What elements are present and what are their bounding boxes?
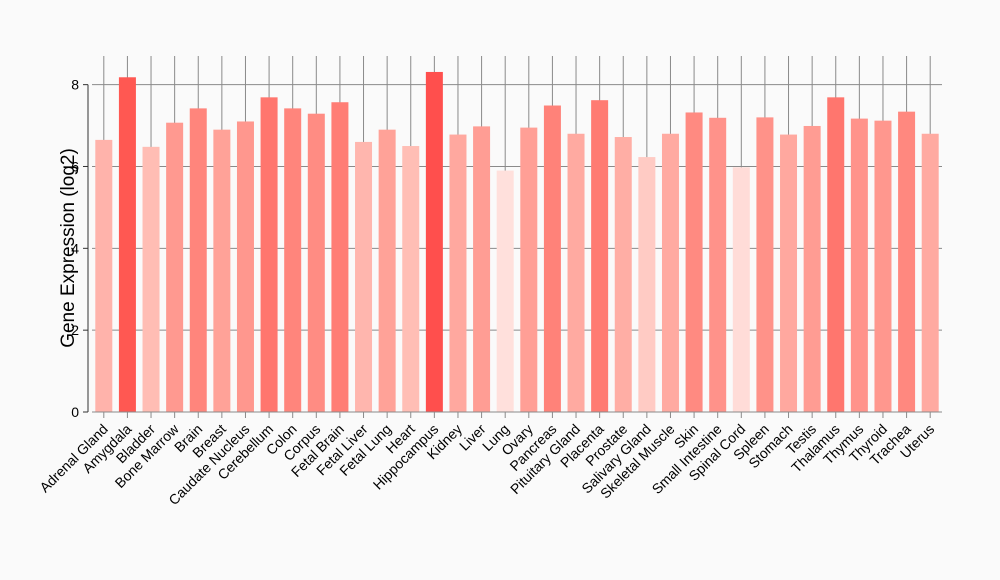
y-axis-title: Gene Expression (log2) <box>58 148 79 348</box>
y-tick-label: 8 <box>71 77 79 93</box>
bar <box>236 121 254 413</box>
bar <box>166 122 184 412</box>
bar <box>142 146 160 413</box>
bar <box>921 133 939 412</box>
bar <box>118 77 136 412</box>
bar <box>449 134 467 412</box>
bar <box>284 108 302 412</box>
bar <box>803 125 821 412</box>
bar <box>827 97 845 412</box>
bar <box>850 118 868 412</box>
bar <box>189 108 207 412</box>
bar <box>780 134 798 412</box>
y-axis: 0 2 4 6 8 <box>71 77 89 420</box>
bar <box>95 139 113 412</box>
bar <box>614 137 632 412</box>
bar <box>425 71 443 412</box>
y-tick-label: 6 <box>71 158 79 174</box>
bar <box>591 100 609 412</box>
bar <box>378 129 396 413</box>
bars <box>95 71 939 413</box>
bar <box>260 97 278 412</box>
bar <box>307 113 325 413</box>
bar <box>638 157 656 412</box>
bar <box>756 117 774 413</box>
bar <box>732 167 750 412</box>
y-tick-label: 4 <box>71 240 79 256</box>
bar <box>661 133 679 412</box>
bar <box>709 117 727 412</box>
y-tick-label: 0 <box>71 404 79 420</box>
bar <box>898 111 916 412</box>
bar <box>874 120 892 413</box>
bar <box>473 126 491 413</box>
bar <box>331 102 349 413</box>
bar <box>543 105 561 413</box>
bar <box>567 133 585 412</box>
bar <box>355 141 373 412</box>
bar <box>496 170 514 412</box>
y-tick-label: 2 <box>71 322 79 338</box>
bar <box>402 146 420 412</box>
bar <box>213 129 231 413</box>
bar <box>520 127 538 412</box>
bar <box>685 112 703 412</box>
